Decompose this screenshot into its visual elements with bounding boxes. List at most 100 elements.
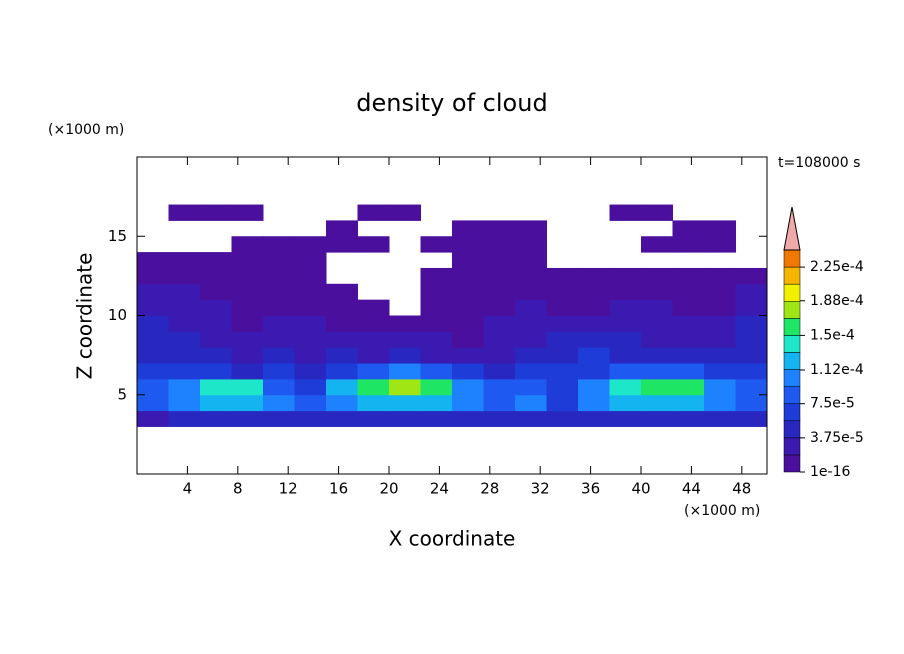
field-cell [263, 331, 295, 348]
field-cell [704, 236, 736, 253]
field-cell [672, 363, 705, 380]
field-cell [704, 205, 736, 221]
field-cell [547, 236, 579, 252]
field-cell [357, 315, 390, 332]
field-cell [578, 252, 610, 268]
field-cell [641, 283, 673, 301]
field-cell [515, 299, 547, 316]
field-cell [137, 331, 169, 348]
field-cell [483, 394, 516, 412]
field-cell [578, 220, 610, 236]
field-cell [452, 252, 484, 269]
field-cell [389, 220, 421, 236]
field-cell [263, 205, 295, 221]
colorbar-bin [783, 352, 801, 370]
field-cell [641, 394, 673, 412]
field-cell [200, 267, 232, 285]
field-cell [326, 252, 358, 268]
field-cell [137, 363, 169, 380]
y-tick-label: 10 [108, 306, 127, 324]
field-cell [483, 315, 516, 332]
field-cell [515, 331, 547, 348]
field-cell [294, 410, 327, 427]
field-cell [358, 284, 390, 300]
field-cell [515, 252, 547, 269]
field-cell [704, 283, 736, 301]
field-cell [736, 220, 768, 236]
field-cell [704, 220, 736, 237]
field-cell [483, 299, 516, 316]
colorbar-tick-label: 3.75e-5 [810, 430, 864, 446]
field-cell [735, 299, 768, 316]
field-cell [263, 347, 295, 364]
field-cell [263, 283, 295, 301]
field-cell [200, 204, 232, 221]
field-cell [357, 347, 390, 364]
field-cell [483, 410, 516, 427]
field-cell [515, 394, 547, 412]
colorbar: 1e-16 3.75e-5 7.5e-5 1.12e-4 1.5e-4 1.88e-4 2.… [783, 206, 864, 480]
field-cell [420, 378, 453, 396]
field-cell [263, 410, 295, 427]
field-cell [452, 331, 484, 348]
field-cell [578, 205, 610, 221]
field-cell [294, 283, 327, 301]
field-cell [294, 315, 327, 332]
field-cell [515, 220, 547, 237]
field-cell [452, 299, 484, 316]
field-cell [168, 252, 201, 269]
field-cell [420, 394, 453, 412]
field-cell [609, 410, 642, 427]
field-cell [483, 331, 516, 348]
field-cell [231, 283, 264, 301]
field-cell [137, 299, 169, 316]
field-cell [200, 299, 232, 316]
field-cell [200, 315, 232, 332]
field-cell [672, 283, 705, 301]
field-cell [483, 378, 516, 396]
field-cell [452, 220, 484, 237]
field-cell [137, 267, 169, 285]
field-cell [420, 267, 453, 285]
field-cell [546, 363, 579, 380]
field-cell [357, 394, 390, 412]
x-tick-label: 44 [682, 480, 701, 498]
colorbar-bin [783, 386, 801, 404]
field-cell [294, 347, 327, 364]
field-cell [263, 378, 295, 396]
field-cell [704, 363, 736, 380]
colorbar-tick-label: 1.5e-4 [810, 327, 855, 343]
field-cell [704, 252, 736, 268]
field-cell [515, 347, 547, 364]
field-cell [452, 315, 484, 332]
field-cell [231, 252, 264, 269]
x-tick-label: 48 [732, 480, 751, 498]
field-cell [452, 236, 484, 253]
x-tick-label: 24 [430, 480, 449, 498]
field-cell [200, 378, 232, 396]
field-cell [515, 410, 547, 427]
field-cell [483, 347, 516, 364]
field-cell [326, 378, 358, 396]
field-cell [610, 220, 642, 236]
field-cell [452, 347, 484, 364]
field-cell [704, 394, 736, 412]
field-cell [357, 363, 390, 380]
field-cell [294, 236, 327, 253]
field-cell [200, 252, 232, 269]
field-cell [294, 378, 327, 396]
field-cell [672, 220, 705, 237]
field-cell [736, 205, 768, 221]
field-cell [326, 205, 358, 221]
field-cell [231, 299, 264, 316]
field-cell [609, 315, 642, 332]
field-cell [200, 410, 232, 427]
field-cell [263, 252, 295, 269]
field-cell [137, 410, 169, 427]
field-cell [168, 410, 201, 427]
field-cell [295, 220, 327, 236]
field-cell [420, 331, 453, 348]
field-cell [200, 220, 232, 236]
field-cell [326, 236, 358, 253]
chart-title: density of cloud [356, 89, 547, 117]
